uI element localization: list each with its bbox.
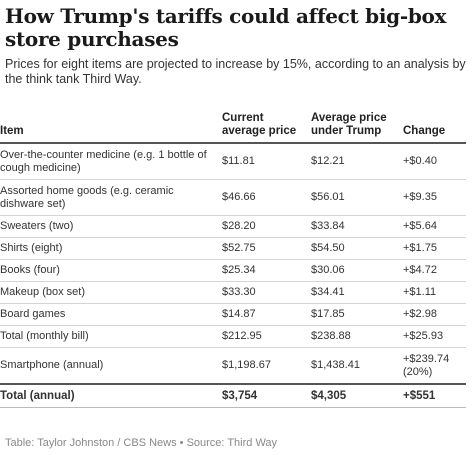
current-price-cell: $46.66 [222, 179, 311, 216]
total-row: Total (annual) $3,754 $4,305 +$551 [0, 384, 466, 408]
change-cell: +$25.93 [403, 325, 466, 348]
table-row: Total (monthly bill) $212.95 $238.88 +$2… [0, 325, 466, 348]
current-price-cell: $14.87 [222, 303, 311, 326]
change-cell: +$5.64 [403, 215, 466, 238]
table-row: Assorted home goods (e.g. ceramic dishwa… [0, 179, 466, 216]
current-price-cell: $25.34 [222, 259, 311, 282]
page-subtitle: Prices for eight items are projected to … [5, 57, 466, 86]
trump-price-cell: $12.21 [311, 143, 403, 180]
current-price-cell: $11.81 [222, 143, 311, 180]
current-price-cell: $1,198.67 [222, 347, 311, 385]
table-row: Over-the-counter medicine (e.g. 1 bottle… [0, 143, 466, 180]
item-cell: Over-the-counter medicine (e.g. 1 bottle… [0, 143, 222, 180]
table-row: Sweaters (two) $28.20 $33.84 +$5.64 [0, 215, 466, 238]
change-cell: +$239.74 (20%) [403, 347, 466, 385]
current-price-cell: $212.95 [222, 325, 311, 348]
table-header-row: Item Current average price Average price… [0, 110, 466, 144]
current-price-cell: $52.75 [222, 237, 311, 260]
trump-price-cell: $34.41 [311, 281, 403, 304]
current-price-cell: $33.30 [222, 281, 311, 304]
change-cell: +$0.40 [403, 143, 466, 180]
item-cell: Makeup (box set) [0, 281, 222, 304]
trump-price-cell: $17.85 [311, 303, 403, 326]
table-row: Smartphone (annual) $1,198.67 $1,438.41 … [0, 347, 466, 385]
change-cell: +$1.11 [403, 281, 466, 304]
item-cell: Shirts (eight) [0, 237, 222, 260]
change-cell: +$2.98 [403, 303, 466, 326]
change-cell: +$1.75 [403, 237, 466, 260]
trump-price-cell: $54.50 [311, 237, 403, 260]
current-price-cell: $28.20 [222, 215, 311, 238]
table-row: Books (four) $25.34 $30.06 +$4.72 [0, 259, 466, 282]
total-current-cell: $3,754 [222, 384, 311, 408]
header-item: Item [0, 110, 222, 144]
table-row: Board games $14.87 $17.85 +$2.98 [0, 303, 466, 326]
trump-price-cell: $30.06 [311, 259, 403, 282]
item-cell: Board games [0, 303, 222, 326]
item-cell: Total (monthly bill) [0, 325, 222, 348]
item-cell: Books (four) [0, 259, 222, 282]
item-cell: Sweaters (two) [0, 215, 222, 238]
total-trump-cell: $4,305 [311, 384, 403, 408]
trump-price-cell: $33.84 [311, 215, 403, 238]
price-table: Item Current average price Average price… [0, 110, 466, 408]
header-current-price: Current average price [222, 110, 311, 144]
header-change: Change [403, 110, 466, 144]
trump-price-cell: $238.88 [311, 325, 403, 348]
trump-price-cell: $56.01 [311, 179, 403, 216]
item-cell: Assorted home goods (e.g. ceramic dishwa… [0, 179, 222, 216]
change-cell: +$9.35 [403, 179, 466, 216]
page-title: How Trump's tariffs could affect big-box… [5, 4, 447, 51]
header-trump-price: Average price under Trump [311, 110, 403, 144]
trump-price-cell: $1,438.41 [311, 347, 403, 385]
source-credit: Table: Taylor Johnston / CBS News • Sour… [5, 437, 278, 449]
article-graphic: How Trump's tariffs could affect big-box… [5, 0, 469, 87]
table-row: Makeup (box set) $33.30 $34.41 +$1.11 [0, 281, 466, 304]
table-row: Shirts (eight) $52.75 $54.50 +$1.75 [0, 237, 466, 260]
total-change-cell: +$551 [403, 384, 466, 408]
change-cell: +$4.72 [403, 259, 466, 282]
item-cell: Smartphone (annual) [0, 347, 222, 385]
total-item-cell: Total (annual) [0, 384, 222, 408]
